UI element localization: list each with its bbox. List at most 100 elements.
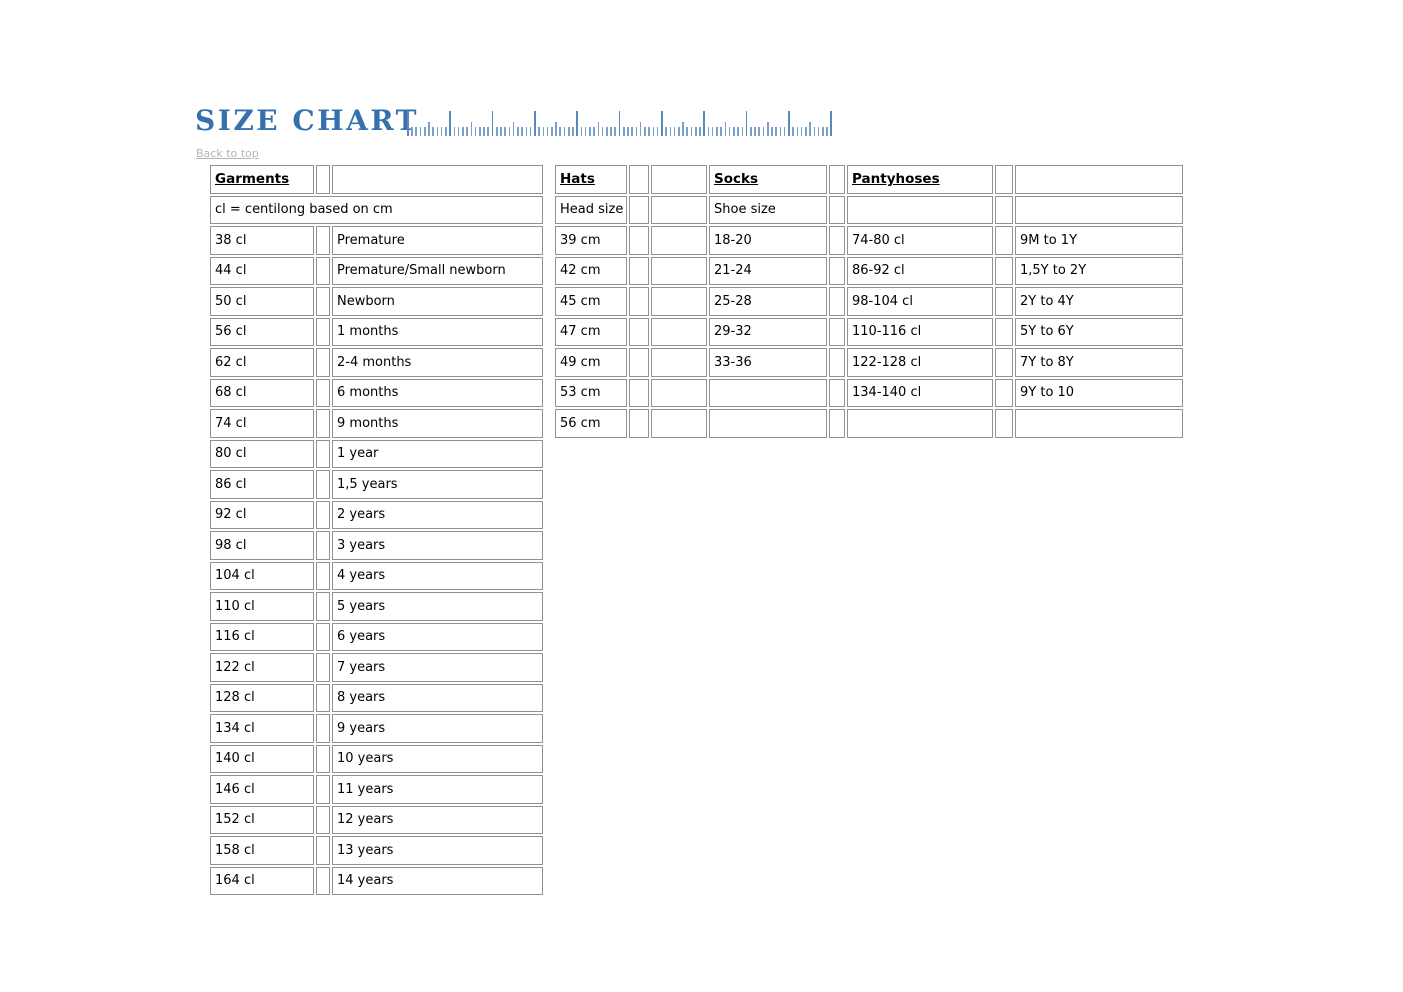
pantyhoses-age-subheader-cell — [1015, 195, 1183, 224]
pantyhose-age-cell: 7Y to 8Y — [1015, 348, 1183, 377]
gap-cell — [316, 348, 330, 377]
garment-size-cell: 92 cl — [210, 500, 314, 529]
ruler-tick — [601, 127, 604, 136]
garment-age-cell: 8 years — [332, 683, 543, 712]
ruler-tick — [534, 111, 536, 136]
ruler-tick — [517, 127, 519, 136]
ruler-tick — [720, 127, 722, 136]
pantyhose-size-cell: 134-140 cl — [847, 378, 993, 407]
garment-age-cell: 3 years — [332, 531, 543, 560]
table-row: 98 cl 3 years — [210, 531, 543, 560]
gap-cell — [316, 470, 330, 499]
gap-cell — [629, 195, 649, 224]
gap-cell — [316, 622, 330, 651]
ruler-tick — [436, 127, 439, 136]
ruler-tick — [817, 127, 820, 136]
back-to-top-link[interactable]: Back to top — [196, 147, 259, 160]
table-row: 152 cl 12 years — [210, 805, 543, 834]
hat-size-cell: 47 cm — [555, 317, 627, 346]
table-row: 164 cl 14 years — [210, 866, 543, 895]
table-row: 49 cm 33-36 122-128 cl 7Y to 8Y — [555, 348, 1183, 377]
gap-cell — [995, 226, 1013, 255]
table-row: 42 cm 21-24 86-92 cl 1,5Y to 2Y — [555, 256, 1183, 285]
garment-age-cell: 2-4 months — [332, 348, 543, 377]
ruler-tick — [792, 127, 794, 136]
table-row: 56 cm — [555, 409, 1183, 438]
garment-size-cell: 140 cl — [210, 744, 314, 773]
garment-age-cell: 5 years — [332, 592, 543, 621]
accessories-header-row: Hats Socks Pantyhoses — [555, 165, 1183, 194]
ruler-tick — [652, 127, 655, 136]
ruler-tick — [635, 127, 638, 136]
garment-size-cell: 86 cl — [210, 470, 314, 499]
ruler-tick — [783, 127, 786, 136]
ruler-tick — [707, 127, 710, 136]
ruler-tick — [538, 127, 540, 136]
garment-age-cell: 10 years — [332, 744, 543, 773]
table-row: 44 cl Premature/Small newborn — [210, 256, 543, 285]
ruler-tick — [690, 127, 693, 136]
ruler-tick — [779, 127, 782, 136]
gap-cell — [316, 317, 330, 346]
gap-cell — [629, 317, 649, 346]
garment-age-cell: 1 months — [332, 317, 543, 346]
sock-size-cell — [709, 378, 827, 407]
garment-size-cell: 98 cl — [210, 531, 314, 560]
ruler-tick — [500, 127, 502, 136]
hat-size-cell: 42 cm — [555, 256, 627, 285]
table-row: 104 cl 4 years — [210, 561, 543, 590]
ruler-icon — [407, 111, 833, 136]
ruler-tick — [826, 127, 828, 136]
garments-note-row: cl = centilong based on cm — [210, 195, 543, 224]
ruler-tick — [724, 122, 727, 136]
garment-size-cell: 62 cl — [210, 348, 314, 377]
ruler-tick — [610, 127, 612, 136]
garment-age-cell: 2 years — [332, 500, 543, 529]
ruler-tick — [813, 127, 816, 136]
gap-cell — [829, 165, 845, 194]
pantyhose-size-cell: 74-80 cl — [847, 226, 993, 255]
gap-cell — [829, 287, 845, 316]
ruler-tick — [580, 127, 583, 136]
ruler-tick — [508, 127, 511, 136]
garment-size-cell: 104 cl — [210, 561, 314, 590]
garment-age-cell: 7 years — [332, 653, 543, 682]
ruler-tick — [766, 122, 769, 136]
ruler-tick — [821, 127, 824, 136]
gap-cell — [316, 287, 330, 316]
gap-cell — [316, 409, 330, 438]
ruler-tick — [584, 127, 587, 136]
ruler-tick — [462, 127, 464, 136]
gap-cell — [316, 714, 330, 743]
gap-cell — [651, 287, 707, 316]
table-row: 39 cm 18-20 74-80 cl 9M to 1Y — [555, 226, 1183, 255]
ruler-tick — [504, 127, 506, 136]
gap-cell — [829, 348, 845, 377]
ruler-tick — [775, 127, 777, 136]
ruler-tick — [737, 127, 739, 136]
gap-cell — [316, 500, 330, 529]
garment-age-cell: 6 years — [332, 622, 543, 651]
garment-age-cell: 14 years — [332, 866, 543, 895]
ruler-tick — [788, 111, 790, 136]
socks-header: Socks — [709, 165, 827, 194]
ruler-tick — [771, 127, 773, 136]
garments-note: cl = centilong based on cm — [210, 195, 543, 224]
ruler-tick — [606, 127, 608, 136]
gap-cell — [316, 775, 330, 804]
pantyhoses-subheader-cell — [847, 195, 993, 224]
gap-cell — [651, 409, 707, 438]
gap-cell — [629, 226, 649, 255]
gap-cell — [316, 561, 330, 590]
sock-size-cell: 21-24 — [709, 256, 827, 285]
ruler-tick — [597, 122, 600, 136]
ruler-tick — [711, 127, 714, 136]
ruler-tick — [622, 127, 625, 136]
ruler-tick — [466, 127, 468, 136]
ruler-tick — [419, 127, 422, 136]
hats-header: Hats — [555, 165, 627, 194]
ruler-tick — [445, 127, 447, 136]
garments-table: Garments cl = centilong based on cm 38 c… — [208, 163, 545, 897]
table-row: 122 cl 7 years — [210, 653, 543, 682]
hat-size-cell: 53 cm — [555, 378, 627, 407]
